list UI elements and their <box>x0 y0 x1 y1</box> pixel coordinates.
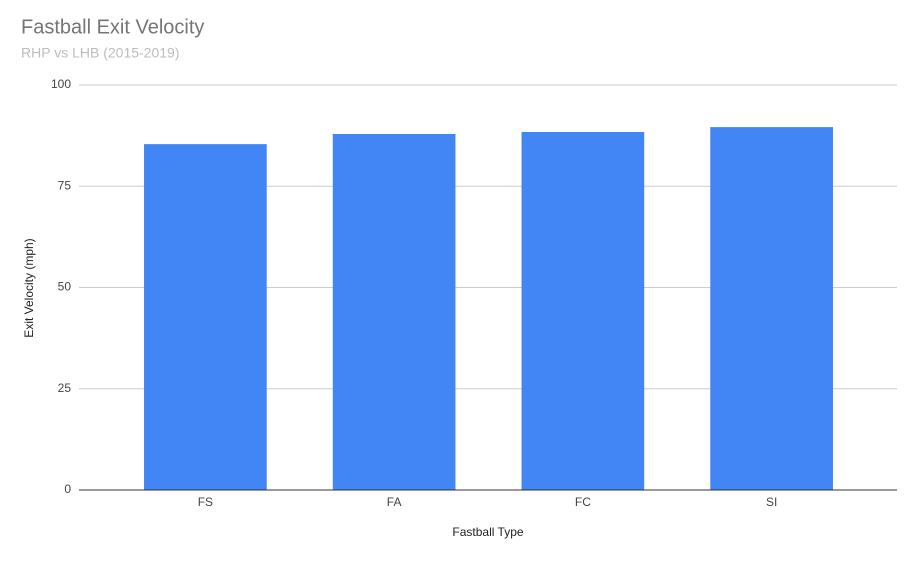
bar <box>521 131 645 491</box>
x-tick-label: FC <box>575 495 591 509</box>
x-axis-label: Fastball Type <box>452 525 523 539</box>
bar <box>710 127 833 491</box>
y-axis-label: Exit Velocity (mph) <box>22 238 36 337</box>
y-tick-label: 75 <box>58 178 72 192</box>
x-tick-label: FS <box>198 495 213 509</box>
chart-title: Fastball Exit Velocity <box>21 16 204 38</box>
y-tick-label: 100 <box>51 77 71 91</box>
x-tick-label: FA <box>387 495 402 509</box>
y-tick-label: 25 <box>58 381 72 395</box>
y-tick-label: 0 <box>64 482 71 496</box>
bar <box>332 134 456 490</box>
chart-subtitle: RHP vs LHB (2015-2019) <box>21 45 179 61</box>
x-tick-label: SI <box>766 495 777 509</box>
bar <box>144 144 267 490</box>
y-tick-label: 50 <box>58 280 72 294</box>
